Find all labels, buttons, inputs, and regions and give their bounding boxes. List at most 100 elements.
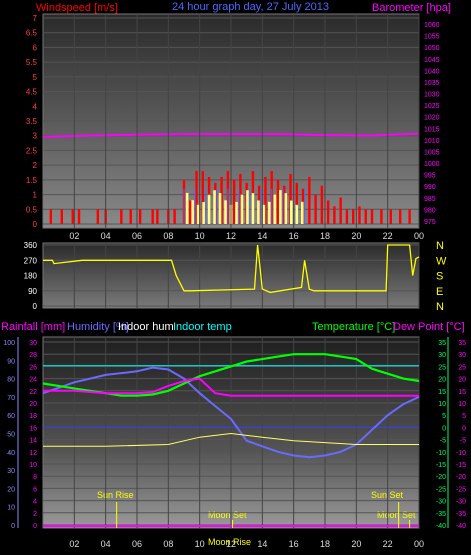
dewpoint-tick-label: -40 — [456, 523, 466, 530]
windspeed-bar — [295, 182, 298, 224]
windspeed-bar — [358, 206, 361, 224]
barometer-tick-label: 990 — [424, 184, 436, 191]
temp-tick-label: 25 — [438, 364, 446, 371]
hour-tick-label: 22 — [383, 539, 393, 549]
temp-tick-label: -25 — [436, 486, 446, 493]
windavg-bar — [183, 188, 185, 224]
hour-tick-label: 20 — [351, 539, 361, 549]
rain-tick-label: 4 — [33, 499, 37, 506]
windspeed-bar — [77, 209, 81, 224]
dew-point-label: Dew Point [°C] — [393, 321, 465, 333]
windavg-bar — [227, 188, 229, 224]
temp-tick-label: 35 — [438, 340, 446, 347]
wind-tick-label: 0.5 — [26, 205, 38, 214]
hour-tick-label: 16 — [289, 231, 299, 241]
windspeed-bar — [352, 209, 355, 224]
hour-tick-label: 04 — [101, 539, 111, 549]
rain-tick-label: 16 — [29, 425, 37, 432]
wind-tick-label: 5 — [33, 73, 38, 82]
barometer-tick-label: 1035 — [424, 80, 440, 87]
indoor-hum-label: Indoor hum — [118, 321, 174, 333]
windgust-bar — [224, 200, 227, 224]
direction-tick-label: 90 — [28, 287, 37, 296]
dewpoint-tick-label: 25 — [458, 364, 466, 371]
rainfall-label: Rainfall [mm] — [1, 321, 65, 333]
hour-tick-label: 18 — [320, 539, 330, 549]
windgust-bar — [196, 204, 200, 224]
wind-tick-label: 1.5 — [26, 176, 38, 185]
windspeed-bar — [283, 185, 286, 224]
dewpoint-tick-label: -35 — [456, 511, 466, 518]
rain-tick-label: 0 — [33, 523, 37, 530]
windavg-bar — [260, 188, 262, 224]
rain-tick-label: 14 — [29, 438, 37, 445]
humidity-tick-label: 30 — [7, 468, 15, 475]
rain-tick-label: 26 — [29, 364, 37, 371]
windavg-bar — [205, 188, 207, 224]
hour-tick-label: 20 — [351, 231, 361, 241]
windgust-bar — [240, 194, 244, 224]
compass-label: W — [436, 255, 447, 267]
windspeed-bar — [339, 197, 342, 224]
windspeed-bar — [232, 179, 236, 224]
wind-tick-label: 3 — [33, 132, 38, 141]
windavg-bar — [271, 188, 273, 224]
windspeed-bar — [320, 185, 324, 224]
temp-tick-label: 0 — [442, 425, 446, 432]
windgust-bar — [235, 201, 238, 224]
windgust-bar — [218, 193, 222, 224]
dewpoint-tick-label: -30 — [456, 499, 466, 506]
windgust-bar — [273, 194, 277, 224]
wind-tick-label: 4.5 — [26, 88, 38, 97]
wind-tick-label: 0 — [33, 220, 38, 229]
windspeed-label: Windspeed [m/s] — [36, 2, 118, 14]
graph-title: 24 hour graph day, 27 July 2013 — [172, 1, 329, 13]
hour-tick-label: 14 — [257, 539, 267, 549]
temp-tick-label: 5 — [442, 413, 446, 420]
direction-tick-label: 180 — [24, 272, 38, 281]
indoor-temp-label: Indoor temp — [173, 321, 232, 333]
wind-tick-label: 5.5 — [26, 58, 38, 67]
hour-tick-label: 04 — [101, 231, 111, 241]
humidity-tick-label: 50 — [7, 432, 15, 439]
windspeed-bar — [71, 209, 74, 224]
windspeed-bar — [389, 209, 392, 224]
rain-tick-label: 22 — [29, 389, 37, 396]
hour-tick-label: 02 — [69, 539, 79, 549]
barometer-tick-label: 1000 — [424, 161, 440, 168]
wind-tick-label: 6.5 — [26, 29, 38, 38]
windgust-bar — [268, 201, 271, 224]
windspeed-bar — [399, 209, 402, 224]
barometer-tick-label: 980 — [424, 207, 436, 214]
barometer-tick-label: 1020 — [424, 115, 440, 122]
windspeed-bar — [239, 173, 242, 224]
humidity-tick-label: 0 — [11, 523, 15, 530]
temp-tick-label: 15 — [438, 389, 446, 396]
windgust-bar — [251, 193, 255, 224]
windavg-bar — [216, 188, 218, 224]
windspeed-bar — [96, 209, 100, 224]
windspeed-bar — [195, 171, 198, 224]
barometer-tick-label: 1025 — [424, 103, 440, 110]
windspeed-bar — [364, 209, 367, 224]
barometer-tick-label: 1055 — [424, 34, 440, 41]
windgust-bar — [202, 202, 205, 224]
hour-tick-label: 08 — [163, 231, 173, 241]
wind-direction-line — [43, 244, 420, 294]
hour-tick-label: 12 — [226, 539, 236, 549]
windavg-bar — [249, 188, 251, 224]
windgust-bar — [185, 192, 189, 224]
humidity-tick-label: 100 — [3, 340, 15, 347]
direction-tick-label: 0 — [33, 302, 38, 311]
humidity-tick-label: 80 — [7, 377, 15, 384]
direction-tick-label: 360 — [24, 241, 38, 250]
hour-tick-label: 16 — [289, 539, 299, 549]
dewpoint-tick-label: -15 — [456, 462, 466, 469]
dewpoint-tick-label: 15 — [458, 389, 466, 396]
hour-tick-label: 00 — [414, 539, 424, 549]
wind-tick-label: 1 — [33, 191, 38, 200]
windspeed-bar — [333, 206, 336, 224]
dewpoint-tick-label: -20 — [456, 474, 466, 481]
compass-label: N — [436, 301, 444, 313]
